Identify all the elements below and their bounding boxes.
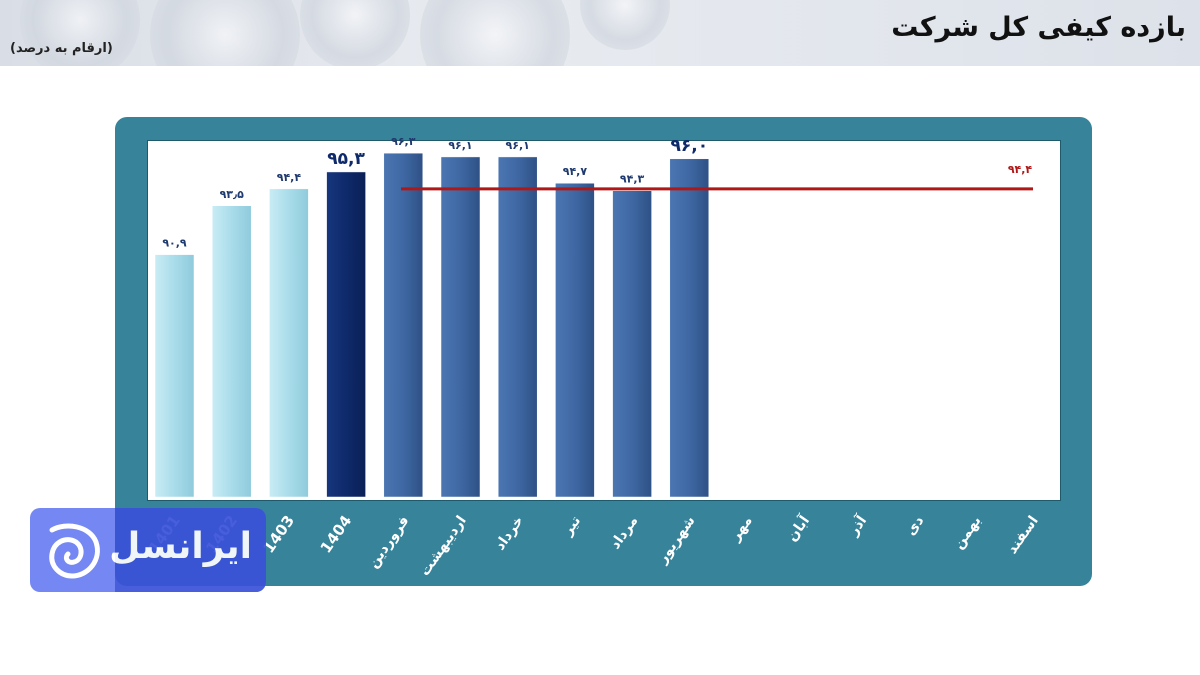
data-label-1402: ۹۳٫۵ [220, 188, 245, 201]
bar-1402 [211, 205, 252, 498]
x-tick-label: مهر [727, 513, 756, 545]
x-tick-label: آبان [783, 511, 814, 545]
x-tick-label: تیر [559, 513, 584, 539]
logo-wordmark-area: ایرانسل [109, 508, 266, 592]
bar-اردیبهشت [440, 156, 481, 498]
page-title: بازده کیفی کل شرکت [891, 12, 1186, 43]
data-label-1403: ۹۴,۴ [277, 171, 302, 184]
logo-wordmark: ایرانسل [109, 526, 252, 567]
bar-تیر [555, 182, 595, 498]
x-tick-label: 1404 [317, 512, 356, 557]
data-label-خرداد: ۹۶,۱ [506, 139, 530, 152]
bar-خرداد [497, 156, 538, 498]
x-tick-label: دی [903, 513, 928, 539]
target-label: ۹۴,۴ [1008, 163, 1033, 176]
bar-فروردین [383, 152, 424, 498]
data-label-فروردین: ۹۶,۳ [391, 135, 416, 148]
data-label-اردیبهشت: ۹۶,۱ [448, 139, 472, 152]
x-tick-label: فروردین [365, 513, 412, 571]
x-tick-label: اسفند [1004, 513, 1041, 557]
x-tick-label: شهریور [654, 513, 699, 567]
data-label-1401: ۹۰,۹ [162, 237, 187, 250]
bar-1403 [269, 188, 309, 498]
x-tick-label: مرداد [607, 513, 641, 552]
data-label-شهریور: ۹۶,۰ [671, 136, 709, 156]
banner-decoration [300, 0, 410, 66]
data-label-تیر: ۹۴,۷ [563, 165, 588, 178]
data-label-مرداد: ۹۴,۳ [620, 173, 645, 186]
bar-1404 [326, 171, 366, 498]
header-banner: بازده کیفی کل شرکت (ارقام به درصد) [0, 0, 1200, 66]
logo-mark-area [30, 508, 115, 592]
bar-شهریور [669, 158, 710, 498]
bar-مرداد [612, 190, 652, 498]
banner-decoration [150, 0, 300, 66]
x-tick-label: آذر [843, 511, 871, 540]
data-label-1404: ۹۵,۳ [327, 149, 365, 169]
company-logo: ایرانسل [30, 508, 266, 592]
x-tick-label: بهمن [951, 513, 985, 552]
x-tick-label: اردیبهشت [417, 513, 470, 579]
units-note: (ارقام به درصد) [10, 41, 113, 56]
banner-decoration [20, 0, 140, 66]
x-tick-label: خرداد [492, 513, 527, 553]
bar-1401 [154, 254, 195, 498]
banner-decoration [420, 0, 570, 66]
logo-swirl-icon [49, 523, 100, 579]
